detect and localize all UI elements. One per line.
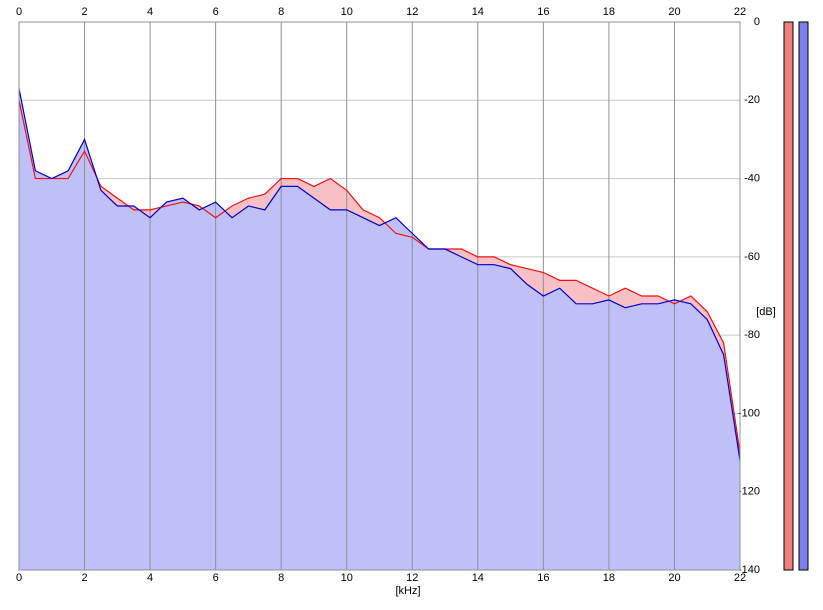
x-tick-label: 22 [734,6,746,18]
plot-frame [18,21,741,571]
area-fill [19,88,740,571]
x-tick-label: 10 [341,572,353,584]
x-tick-label: 2 [81,572,87,584]
x-tick-label: 8 [278,572,284,584]
x-tick-label: 14 [472,6,484,18]
x-tick-label: 0 [16,6,22,18]
y-tick-label: -140 [738,564,760,576]
x-tick-label: 18 [603,572,615,584]
x-tick-label: 14 [472,572,484,584]
x-axis-label: [kHz] [395,585,420,597]
x-tick-label: 4 [147,572,153,584]
x-tick-label: 16 [537,572,549,584]
x-tick-label: 12 [406,572,418,584]
x-tick-label: 0 [16,572,22,584]
right-level-meter [798,21,809,571]
x-tick-label: 20 [668,572,680,584]
y-tick-label: -40 [744,172,760,184]
y-tick-label: 0 [754,16,760,28]
y-tick-label: -60 [744,251,760,263]
x-tick-label: 18 [603,6,615,18]
x-tick-label: 2 [81,6,87,18]
x-tick-label: 4 [147,6,153,18]
x-tick-label: 10 [341,6,353,18]
x-tick-label: 22 [734,572,746,584]
x-tick-label: 6 [213,6,219,18]
x-tick-label: 20 [668,6,680,18]
y-tick-label: -20 [744,94,760,106]
y-tick-label: -80 [744,329,760,341]
y-tick-label: -100 [738,407,760,419]
x-tick-label: 6 [213,572,219,584]
left-level-meter [783,21,794,571]
series-line [18,88,741,461]
y-tick-label: -120 [738,486,760,498]
x-tick-label: 12 [406,6,418,18]
x-tick-label: 16 [537,6,549,18]
y-axis-label: [dB] [756,306,776,318]
x-tick-label: 8 [278,6,284,18]
